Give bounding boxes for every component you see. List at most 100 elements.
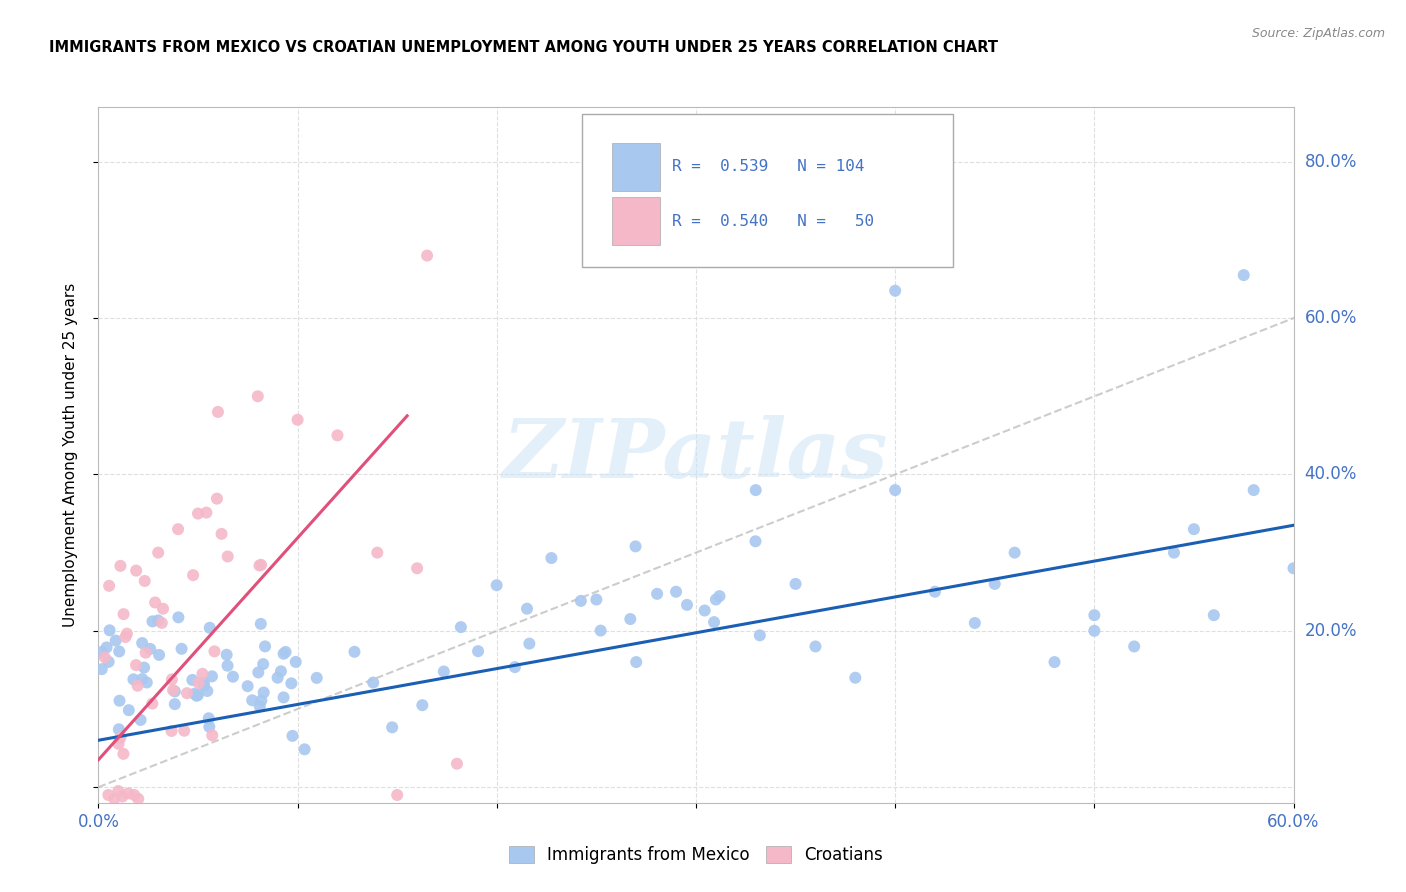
Point [250,558,273,572]
Text: R =  0.539   N = 104: R = 0.539 N = 104 [672,160,865,174]
Point [804,640,827,654]
Point [485,578,508,592]
Point [141,697,163,711]
Point [503,660,526,674]
Point [163,697,186,711]
Point [249,699,271,714]
Point [236,679,259,693]
Point [139,641,162,656]
Point [984,577,1007,591]
Point [112,607,135,622]
Point [205,491,228,506]
Point [361,675,384,690]
Text: 80.0%: 80.0% [1305,153,1357,170]
Point [709,589,731,603]
Point [201,728,224,742]
Point [252,657,274,672]
Point [132,660,155,674]
Point [589,624,612,638]
Point [107,784,129,798]
Point [117,786,139,800]
Point [96,640,118,655]
Point [250,693,273,707]
Point [150,615,173,630]
Point [274,645,297,659]
Point [148,648,170,662]
Point [273,647,295,661]
Point [704,592,727,607]
FancyBboxPatch shape [582,114,953,267]
Point [665,584,688,599]
Point [305,671,328,685]
Point [125,658,148,673]
Point [143,595,166,609]
Point [1123,640,1146,654]
Point [129,713,152,727]
Point [198,621,221,635]
Point [135,675,157,690]
Point [433,665,456,679]
Point [90,662,112,676]
Point [884,483,907,497]
Point [191,666,214,681]
Text: IMMIGRANTS FROM MEXICO VS CROATIAN UNEMPLOYMENT AMONG YOUTH UNDER 25 YEARS CORRE: IMMIGRANTS FROM MEXICO VS CROATIAN UNEMP… [49,40,998,55]
Point [152,601,174,615]
Point [211,527,233,541]
Point [1233,268,1256,282]
Point [162,683,184,698]
Point [924,584,946,599]
Point [517,637,540,651]
Point [134,574,156,588]
Point [127,679,149,693]
Point [111,789,134,804]
Point [108,644,131,658]
Point [167,610,190,624]
Point [131,636,153,650]
Point [624,540,647,554]
Point [240,693,263,707]
Text: Source: ZipAtlas.com: Source: ZipAtlas.com [1251,27,1385,40]
Point [266,671,288,685]
Point [114,630,136,644]
Point [569,594,592,608]
Point [215,648,238,662]
Point [108,723,131,737]
Point [193,679,215,693]
Point [187,676,209,690]
Point [287,413,309,427]
Point [173,723,195,738]
Point [198,720,221,734]
Point [343,645,366,659]
Point [167,522,190,536]
Bar [613,144,661,191]
Text: 40.0%: 40.0% [1305,466,1357,483]
Point [107,737,129,751]
Point [406,561,429,575]
Point [254,640,277,654]
Point [97,788,120,802]
Text: 20.0%: 20.0% [1305,622,1357,640]
Point [118,703,141,717]
Point [249,616,271,631]
Point [326,428,349,442]
Point [124,788,146,802]
Point [146,614,169,628]
Point [540,551,562,566]
Point [963,615,986,630]
Point [98,579,121,593]
Point [181,568,204,582]
Point [645,587,668,601]
Point [676,598,699,612]
Point [201,669,224,683]
Point [90,645,112,659]
Point [217,549,239,564]
Point [785,577,807,591]
Point [884,284,907,298]
Point [131,672,153,686]
Point [187,507,209,521]
Point [176,686,198,700]
Point [148,546,170,560]
Point [187,688,209,702]
Bar [613,197,661,244]
Point [844,671,866,685]
